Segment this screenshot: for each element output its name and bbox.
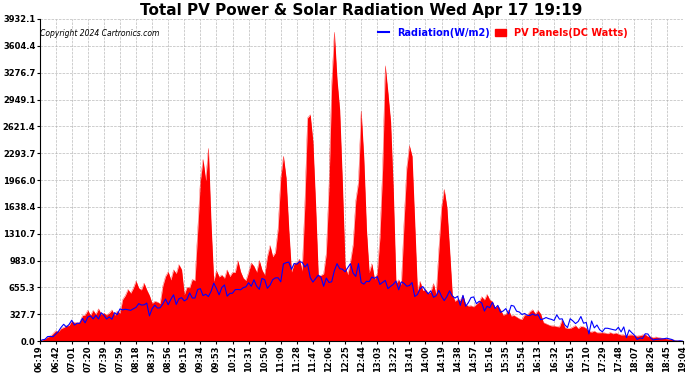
Legend: Radiation(W/m2), PV Panels(DC Watts): Radiation(W/m2), PV Panels(DC Watts): [373, 24, 631, 42]
Title: Total PV Power & Solar Radiation Wed Apr 17 19:19: Total PV Power & Solar Radiation Wed Apr…: [140, 3, 582, 18]
Text: Copyright 2024 Cartronics.com: Copyright 2024 Cartronics.com: [40, 28, 159, 38]
